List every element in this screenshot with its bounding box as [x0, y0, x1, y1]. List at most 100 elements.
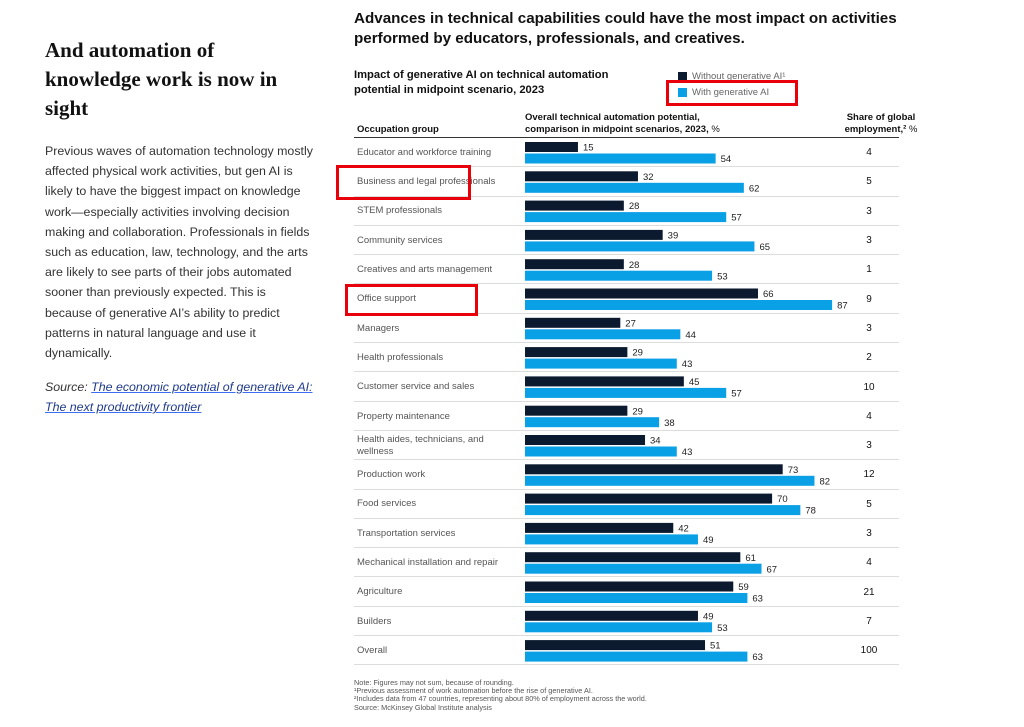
data-label-without: 70: [777, 494, 788, 505]
occupation-label: Office support: [357, 293, 416, 305]
employment-share-value: 4: [866, 147, 872, 159]
occupation-label: Production work: [357, 469, 426, 481]
employment-share-value: 3: [866, 205, 872, 217]
header-share-unit: %: [906, 124, 918, 135]
data-label-with: 67: [767, 564, 778, 575]
occupation-label: Mechanical installation and repair: [357, 557, 498, 569]
occupation-label: Agriculture: [357, 586, 403, 598]
legend-item-with: With generative AI: [678, 84, 785, 100]
bar-with-genai: [525, 153, 716, 164]
bar-with-genai: [525, 475, 815, 486]
header-share-text: Share of global employment,²: [844, 112, 916, 135]
data-label-without: 42: [678, 524, 689, 535]
bar-without-genai: [525, 435, 646, 445]
header-automation-potential: Overall technical automation potential, …: [525, 112, 755, 136]
employment-share-value: 2: [866, 352, 872, 364]
note-rounding: Note: Figures may not sum, because of ro…: [354, 678, 514, 687]
data-label-without: 28: [629, 201, 640, 212]
header-occupation-group: Occupation group: [357, 124, 439, 135]
bar-without-genai: [525, 171, 638, 182]
data-label-without: 29: [632, 348, 643, 359]
table-row: Business and legal professionals 5: [354, 167, 899, 197]
data-label-with: 38: [664, 418, 675, 429]
legend-swatch-without: [678, 71, 687, 81]
bar-without-genai: [525, 610, 698, 621]
employment-share-value: 1: [866, 264, 872, 276]
bar-with-genai: [525, 417, 660, 428]
data-label-with: 57: [731, 389, 742, 400]
table-row: Transportation services 3: [354, 519, 899, 549]
employment-share-value: 3: [866, 235, 872, 247]
bar-with-genai: [525, 593, 748, 603]
legend-label-without: Without generative AI¹: [692, 70, 786, 82]
occupation-label: Builders: [357, 615, 392, 627]
legend-label-with: With generative AI: [692, 86, 770, 98]
note-footnote-2: ²Includes data from 47 countries, repres…: [354, 694, 647, 704]
table-row: Customer service and sales 10: [354, 372, 899, 402]
employment-share-value: 3: [866, 322, 872, 334]
occupation-label: Health professionals: [357, 351, 444, 363]
bar-with-genai: [525, 505, 801, 516]
occupation-label: Health aides, technicians, and wellness: [357, 434, 484, 457]
chart-legend: Without generative AI¹ With generative A…: [678, 68, 785, 100]
bar-with-genai: [525, 270, 713, 281]
data-label-with: 87: [837, 301, 848, 312]
data-label-with: 43: [682, 359, 693, 370]
employment-share-value: 4: [866, 410, 872, 422]
data-label-with: 49: [703, 535, 714, 546]
bar-with-genai: [525, 241, 755, 252]
occupation-label: Transportation services: [357, 527, 456, 539]
occupation-label: Food services: [357, 498, 417, 510]
occupation-label: Property maintenance: [357, 410, 450, 422]
source-link[interactable]: The economic potential of generative AI:…: [45, 380, 313, 415]
data-label-with: 62: [749, 183, 760, 194]
data-label-without: 45: [689, 377, 700, 388]
occupation-label: Business and legal professionals: [357, 176, 496, 188]
chart-title: Advances in technical capabilities could…: [354, 10, 897, 47]
data-label-with: 53: [717, 271, 728, 282]
article-sidebar: And automation of knowledge work is now …: [45, 36, 315, 418]
table-row: STEM professionals 3: [354, 197, 899, 226]
bar-without-genai: [525, 581, 734, 592]
bar-without-genai: [525, 229, 663, 240]
bar-with-genai: [525, 534, 698, 545]
data-label-with: 57: [731, 213, 742, 224]
bar-without-genai: [525, 317, 621, 328]
occupation-label: Creatives and arts management: [357, 264, 493, 276]
note-source: Source: McKinsey Global Institute analys…: [354, 702, 492, 712]
occupation-label: Community services: [357, 234, 443, 246]
article-paragraph: Previous waves of automation technology …: [45, 144, 313, 361]
employment-share-value: 10: [863, 381, 875, 393]
chart-notes: Note: Figures may not sum, because of ro…: [354, 678, 647, 712]
data-label-with: 53: [717, 623, 728, 634]
employment-share-value: 9: [866, 293, 872, 305]
table-row: Production work 12: [354, 460, 899, 490]
legend-swatch-with: [678, 87, 687, 97]
data-label-with: 43: [682, 447, 693, 458]
data-label-without: 59: [738, 582, 749, 593]
occupation-label: Customer service and sales: [357, 381, 475, 393]
table-row: Builders 7: [354, 607, 899, 637]
legend-item-without: Without generative AI¹: [678, 68, 785, 84]
data-label-without: 73: [788, 465, 799, 476]
header-potential-unit: %: [708, 124, 720, 135]
header-share-employment: Share of global employment,² %: [835, 112, 927, 136]
table-row: Educator and workforce training 4: [354, 138, 899, 168]
bar-with-genai: [525, 622, 713, 633]
bar-without-genai: [525, 200, 624, 211]
table-row: Managers 3: [354, 314, 899, 344]
bar-without-genai: [525, 259, 624, 270]
data-label-without: 61: [745, 553, 756, 564]
table-row: Health aides, technicians, and wellness 3: [354, 431, 899, 461]
highlight-box-legend: [666, 80, 798, 106]
data-label-with: 78: [805, 506, 816, 517]
employment-share-value: 3: [866, 528, 872, 540]
occupation-label: STEM professionals: [357, 205, 443, 217]
bar-with-genai: [525, 446, 677, 457]
data-label-with: 63: [752, 652, 763, 663]
table-row: Mechanical installation and repair 4: [354, 548, 899, 578]
chart-subtitle: Impact of generative AI on technical aut…: [354, 69, 609, 96]
data-label-without: 27: [625, 318, 636, 329]
bar-without-genai: [525, 405, 628, 416]
employment-share-value: 7: [866, 615, 872, 627]
